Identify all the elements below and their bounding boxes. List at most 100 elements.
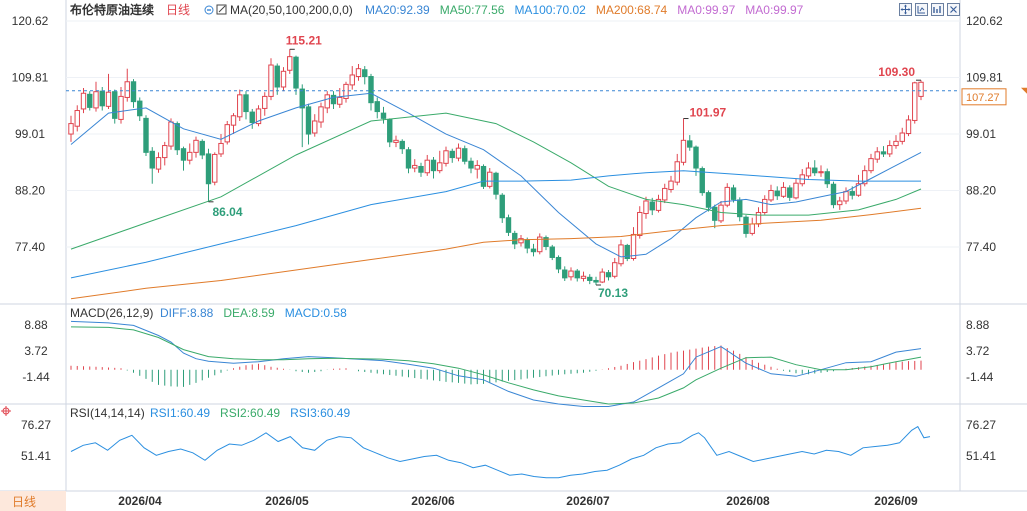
move-icon[interactable]	[899, 3, 912, 16]
candle	[780, 182, 787, 198]
candle	[774, 186, 780, 200]
candle	[324, 91, 330, 114]
candle	[530, 243, 537, 257]
price-tick-right: 77.40	[966, 240, 996, 254]
chart-frame	[0, 0, 1027, 492]
rsi-tick-left: 76.27	[21, 418, 51, 432]
candle	[380, 106, 387, 124]
candle	[212, 152, 218, 186]
candle	[705, 190, 712, 212]
candle	[118, 86, 124, 124]
ma-value: MA50:77.56	[440, 3, 505, 17]
candle	[399, 139, 405, 154]
date-tick: 2026/07	[566, 494, 610, 508]
candle	[799, 169, 805, 187]
current-price-label: 107.27	[966, 92, 1000, 104]
candle	[368, 73, 374, 111]
candle	[130, 79, 137, 108]
macd-value: MACD:0.58	[285, 306, 347, 320]
period-badge[interactable]: 日线	[166, 3, 190, 17]
candle	[768, 184, 774, 203]
price-tick-right: 99.01	[966, 127, 996, 141]
candle	[274, 63, 280, 95]
candle	[424, 154, 430, 176]
candle	[174, 121, 180, 155]
candle	[293, 55, 299, 95]
settings-icon[interactable]	[216, 4, 227, 15]
candle	[637, 206, 643, 239]
candle	[499, 193, 505, 223]
candle	[624, 243, 630, 262]
candle	[374, 97, 380, 119]
candle	[855, 174, 862, 197]
candle	[743, 215, 749, 238]
candle	[793, 178, 799, 200]
candle	[68, 115, 74, 142]
macd-tick-right: 3.72	[966, 344, 990, 358]
ma-value: MA0:99.97	[745, 3, 803, 17]
rsi-settings-icon[interactable]	[1, 406, 11, 416]
rsi-tick-right: 76.27	[966, 418, 996, 432]
ma-line-ma100	[70, 170, 921, 279]
candle	[255, 105, 262, 127]
rsi-value: RSI3:60.49	[290, 406, 350, 420]
candle	[730, 184, 737, 203]
candle	[837, 196, 843, 210]
close-icon[interactable]	[947, 3, 960, 16]
candle	[687, 135, 693, 151]
rsi-title: RSI(14,14,14)	[70, 406, 145, 420]
candle	[762, 195, 768, 215]
candle	[199, 139, 205, 160]
candle	[749, 217, 755, 236]
candle	[699, 166, 705, 196]
candle	[418, 162, 424, 177]
candle	[518, 234, 524, 247]
candle	[537, 233, 543, 255]
candle	[305, 103, 312, 145]
layout-icon[interactable]	[915, 3, 928, 16]
candle	[874, 147, 880, 163]
date-tick: 2026/09	[874, 494, 918, 508]
ma-line-ma50	[70, 112, 922, 250]
candle	[912, 81, 918, 124]
candle	[318, 102, 324, 128]
candle	[487, 168, 493, 189]
candle	[193, 136, 199, 158]
candle	[568, 267, 574, 281]
period-tab[interactable]	[0, 491, 66, 511]
candle	[187, 143, 193, 165]
macd-title: MACD(26,12,9)	[70, 306, 153, 320]
ma-value: MA20:92.39	[365, 3, 430, 17]
candle	[574, 268, 580, 282]
indicator-icon[interactable]	[931, 3, 944, 16]
candle	[555, 255, 562, 274]
macd-tick-right: -1.44	[966, 370, 994, 384]
candle	[868, 153, 874, 174]
candle	[543, 235, 549, 251]
ma-value: MA200:68.74	[596, 3, 668, 17]
candle	[805, 162, 812, 179]
annotation-label: 101.97	[690, 106, 727, 120]
candle	[180, 146, 187, 171]
candle	[693, 145, 699, 176]
rsi-tick-right: 51.41	[966, 449, 996, 463]
candle	[437, 150, 443, 174]
period-tab-label[interactable]: 日线	[12, 495, 36, 509]
candle	[330, 91, 337, 109]
candle	[843, 187, 849, 205]
chart-title: 布伦特原油连续	[70, 2, 154, 17]
candle	[674, 153, 680, 186]
candle	[205, 148, 212, 202]
visibility-toggle-icon[interactable]	[204, 5, 214, 15]
rsi-path	[70, 425, 931, 479]
candle	[249, 108, 255, 129]
candle	[362, 66, 368, 85]
candle	[143, 115, 149, 157]
price-axis-labels: 120.62 120.62 109.81 109.81 99.01 99.01 88.20 8…	[12, 14, 1003, 254]
candle	[549, 244, 555, 261]
candle	[230, 113, 237, 135]
candle	[862, 165, 868, 187]
candle	[680, 118, 687, 166]
candle	[162, 141, 168, 166]
